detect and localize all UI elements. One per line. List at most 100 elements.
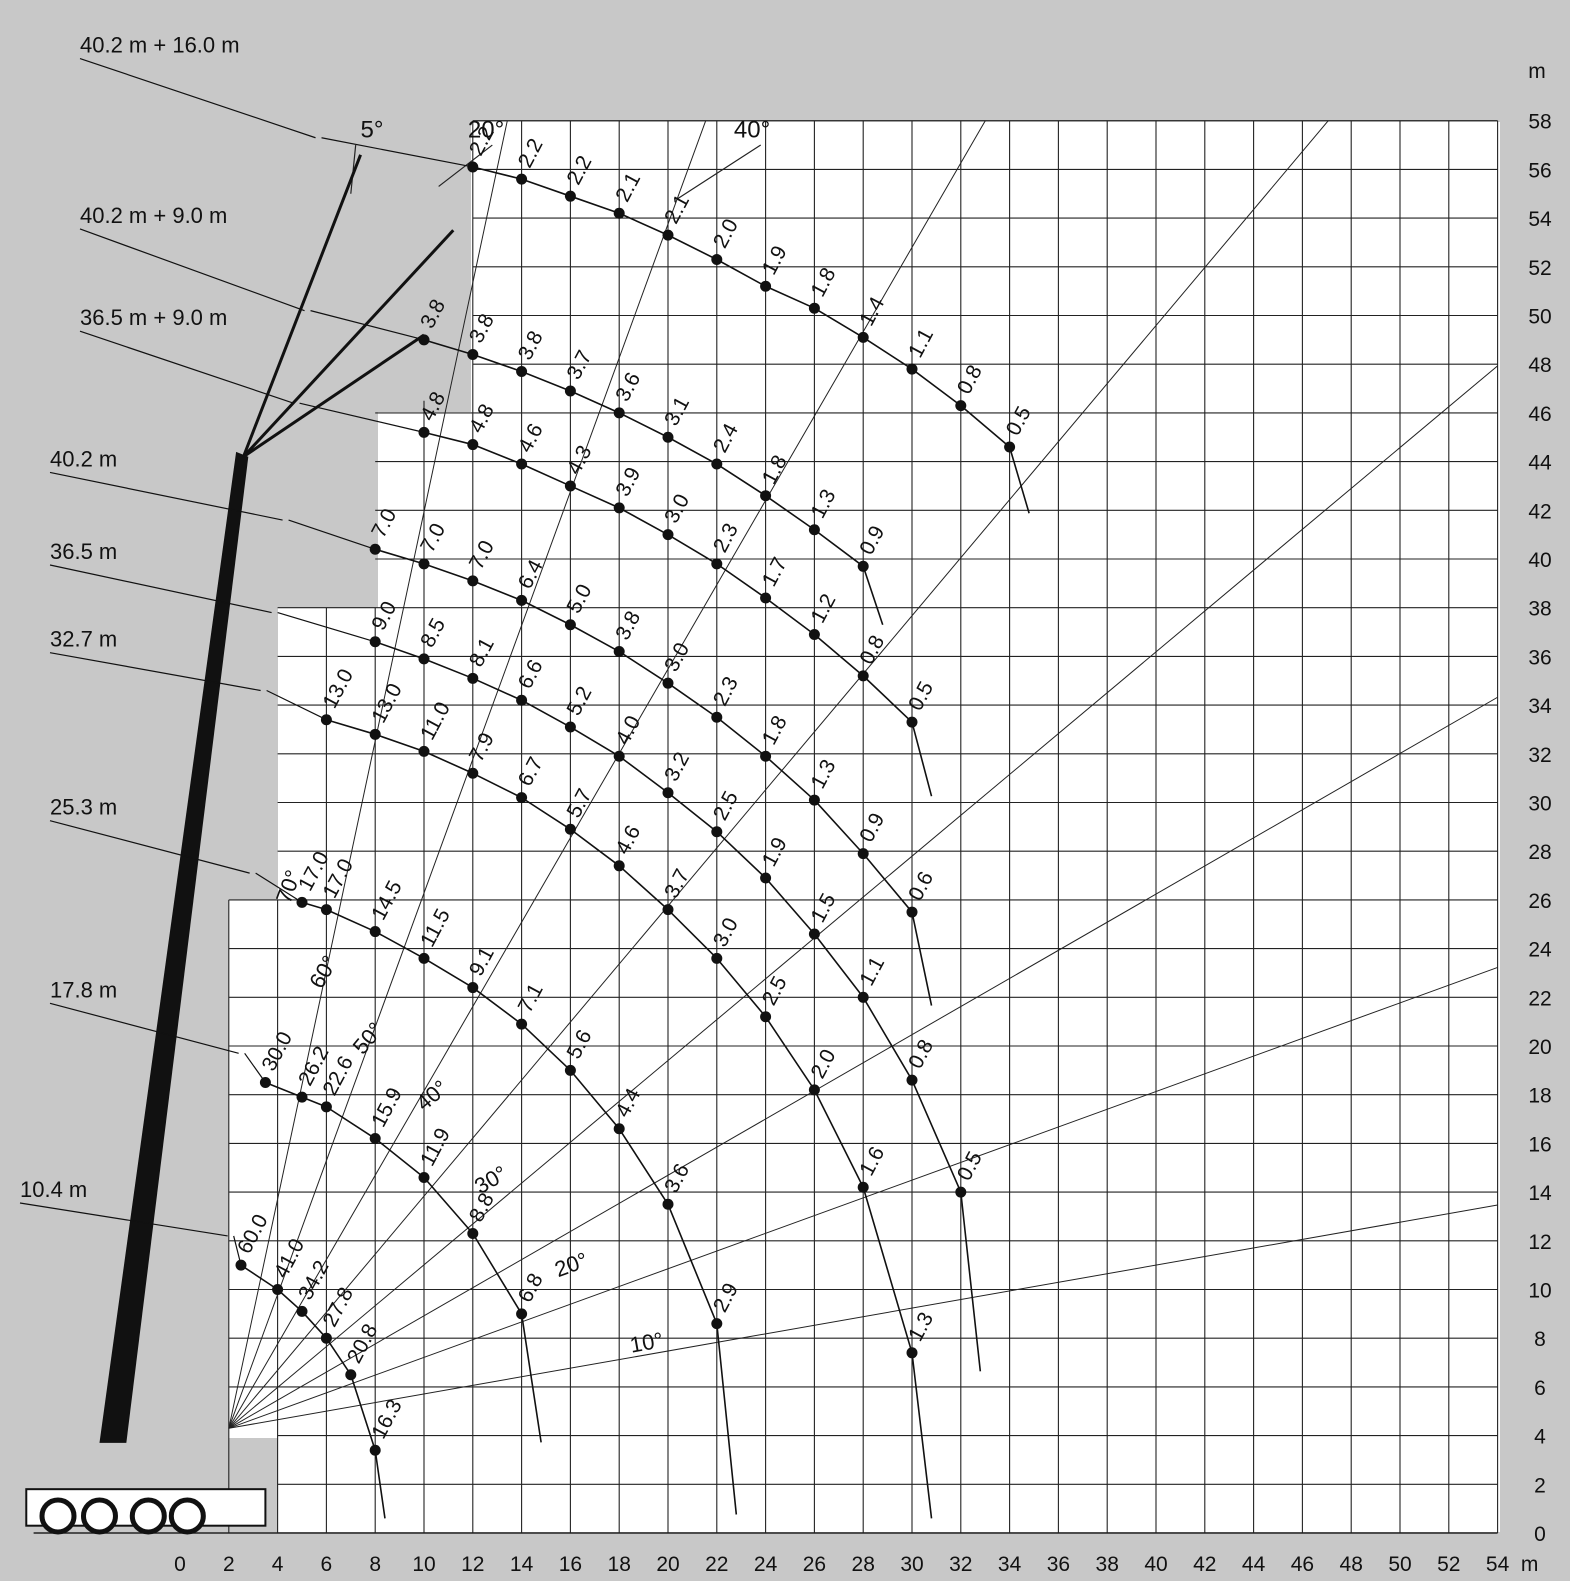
x-axis-label: m — [1521, 1553, 1539, 1576]
series-name-pointer — [19, 1202, 228, 1237]
data-point — [272, 1284, 284, 1295]
data-point — [516, 458, 528, 470]
y-tick-label: 28 — [1528, 841, 1551, 864]
series-name-label: 32.7 m — [50, 627, 117, 652]
data-point — [857, 560, 869, 572]
data-point — [662, 904, 674, 916]
data-point — [418, 558, 430, 570]
data-point — [467, 1227, 479, 1239]
data-point — [760, 1011, 772, 1023]
y-tick-label: 34 — [1528, 695, 1552, 718]
crane-wheel — [129, 1497, 167, 1535]
y-tick-label: 0 — [1534, 1523, 1546, 1546]
series-name-pointer — [49, 471, 283, 521]
data-point — [906, 906, 918, 918]
data-point — [808, 928, 820, 940]
data-point — [711, 458, 723, 470]
series-name-label: 40.2 m — [50, 446, 117, 471]
data-point — [711, 826, 723, 838]
y-tick-label: 42 — [1528, 500, 1551, 523]
boom-angle-line — [228, 120, 707, 1429]
y-tick-label: 4 — [1534, 1426, 1546, 1449]
axes: 0 2 4 6 8 10 12 14 16 18 20 22 24 26 28 30 32 34 36 38 40 42 4… — [174, 60, 1552, 1576]
x-tick-label: 6 — [321, 1553, 333, 1576]
data-point — [955, 1186, 967, 1198]
y-tick-label: 40 — [1528, 549, 1551, 572]
x-tick-label: 46 — [1291, 1553, 1314, 1576]
data-point — [467, 161, 479, 173]
y-tick-label: 10 — [1528, 1280, 1551, 1303]
data-point — [320, 904, 332, 916]
y-tick-label: 32 — [1528, 744, 1551, 767]
x-tick-label: 8 — [369, 1553, 381, 1576]
y-tick-label: 16 — [1528, 1133, 1551, 1156]
x-tick-label: 14 — [510, 1553, 534, 1576]
x-tick-label: 10 — [412, 1553, 435, 1576]
data-point — [516, 694, 528, 706]
y-tick-label: 18 — [1528, 1085, 1551, 1108]
data-point — [467, 767, 479, 779]
data-point — [857, 991, 869, 1003]
data-point — [613, 860, 625, 872]
y-tick-label: 38 — [1528, 598, 1551, 621]
y-tick-label: 14 — [1528, 1182, 1552, 1205]
data-point — [613, 1123, 625, 1135]
x-tick-label: 28 — [852, 1553, 875, 1576]
x-tick-label: 38 — [1096, 1553, 1119, 1576]
x-tick-label: 40 — [1144, 1553, 1167, 1576]
data-point — [955, 400, 967, 412]
data-point — [516, 594, 528, 606]
data-point — [711, 558, 723, 570]
data-point — [516, 366, 528, 378]
data-point — [564, 823, 576, 835]
data-point — [516, 1018, 528, 1030]
series-leader — [255, 872, 303, 903]
boom-angle-line — [228, 966, 1498, 1429]
data-point — [711, 253, 723, 265]
x-tick-label: 44 — [1242, 1553, 1266, 1576]
data-point — [662, 1198, 674, 1210]
series-leader — [244, 1052, 266, 1083]
data-point — [1004, 441, 1016, 453]
data-point — [760, 280, 772, 292]
y-tick-label: 22 — [1528, 987, 1551, 1010]
boom-angle-label: 40° — [734, 117, 770, 144]
data-point — [418, 1171, 430, 1183]
x-tick-label: 36 — [1047, 1553, 1070, 1576]
data-point — [857, 848, 869, 860]
data-point — [711, 952, 723, 964]
data-point — [320, 1332, 332, 1344]
y-tick-label: 44 — [1528, 452, 1552, 475]
series-name-label: 36.5 m + 9.0 m — [80, 305, 227, 330]
y-tick-label: 52 — [1528, 257, 1551, 280]
y-tick-label: 56 — [1528, 159, 1551, 182]
y-tick-label: 50 — [1528, 306, 1551, 329]
data-point — [564, 721, 576, 733]
crane-jib-20 — [242, 229, 455, 458]
data-point — [516, 792, 528, 804]
data-point — [259, 1077, 271, 1089]
data-point — [906, 363, 918, 375]
angle-label: 10° — [628, 1327, 665, 1357]
data-point — [613, 207, 625, 219]
data-point — [296, 896, 308, 908]
data-point — [857, 670, 869, 682]
data-point — [857, 331, 869, 343]
data-point — [857, 1181, 869, 1193]
data-point — [662, 529, 674, 541]
series-name-label: 36.5 m — [50, 539, 117, 564]
data-point — [613, 646, 625, 658]
data-point — [760, 872, 772, 884]
data-point — [906, 1347, 918, 1359]
y-tick-label: 12 — [1528, 1231, 1551, 1254]
x-tick-label: 2 — [223, 1553, 235, 1576]
series-curve — [374, 641, 982, 1372]
x-tick-label: 4 — [272, 1553, 284, 1576]
x-tick-label: 48 — [1340, 1553, 1363, 1576]
data-point — [296, 1305, 308, 1317]
series-leader — [321, 137, 473, 168]
crane-wheel — [80, 1497, 118, 1535]
data-point — [369, 636, 381, 648]
series-name-label: 40.2 m + 9.0 m — [80, 203, 227, 228]
series-name-pointer — [49, 652, 261, 692]
